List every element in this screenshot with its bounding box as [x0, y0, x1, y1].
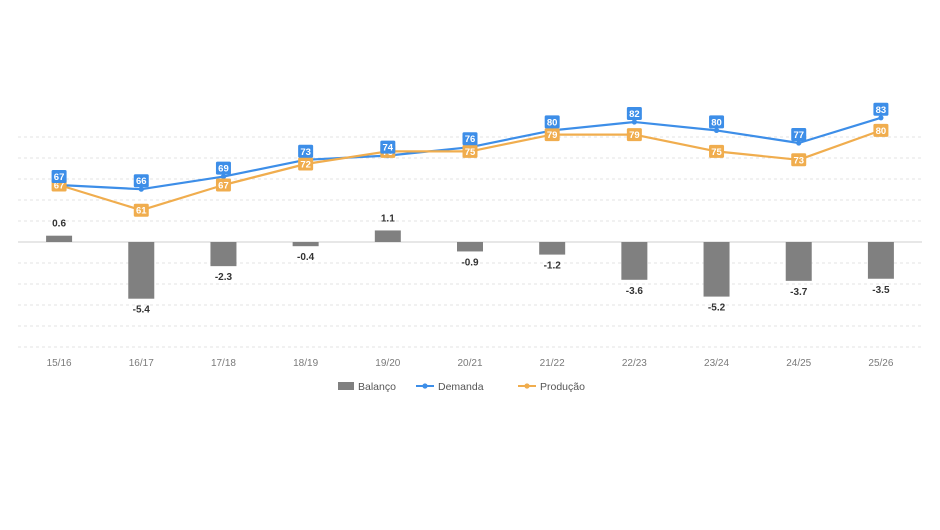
bar-value-label: -5.4 [133, 305, 151, 316]
data-label-bg [215, 178, 231, 192]
data-label-bg [626, 107, 642, 120]
bar-balanco-21-22 [539, 242, 566, 255]
data-label-producao: 61 [136, 206, 147, 217]
data-label-bg [544, 128, 560, 142]
bar-value-label: -2.3 [215, 272, 233, 283]
x-axis: 15/16 16/17 17/18 18/19 19/20 20/21 21/22 22/23… [47, 358, 894, 369]
bar-balanco-23-24 [703, 242, 730, 297]
legend-label-demanda: Demanda [438, 381, 484, 393]
data-label-bg [709, 115, 725, 129]
data-label-bg [462, 132, 478, 146]
bar-balanco-16-17 [128, 242, 155, 299]
x-tick-label: 23/24 [704, 358, 729, 369]
data-label-bg [873, 102, 889, 116]
data-label-demanda: 80 [711, 117, 722, 128]
data-label-producao: 67 [218, 181, 229, 192]
bar-value-label: -5.2 [708, 303, 726, 314]
bar-value-label: -3.7 [790, 287, 808, 298]
data-label-producao: 80 [876, 126, 887, 137]
data-label-producao: 75 [711, 147, 722, 158]
data-label-demanda: 66 [136, 176, 147, 187]
data-label-bg [791, 153, 807, 167]
data-label-producao: 72 [300, 160, 311, 171]
data-label-bg [133, 203, 149, 217]
data-label-demanda: 67 [54, 172, 65, 183]
bar-value-label: 1.1 [381, 213, 395, 224]
data-label-bg [873, 123, 889, 137]
bar-value-label: -0.9 [461, 257, 479, 268]
data-label-bg [51, 170, 67, 183]
data-label-demanda: 83 [876, 105, 887, 116]
data-label-bg [380, 140, 396, 154]
data-label-producao: 79 [547, 130, 558, 141]
data-label-bg [791, 128, 807, 141]
balanco-bars: 0.6 -5.4 -2.3 -0.4 1.1 -0.9 -1.2 -3.6 -5.2 -3.7 -3… [46, 213, 894, 316]
bar-value-label: -1.2 [544, 261, 562, 272]
bar-balanco-19-20 [374, 230, 401, 242]
legend-marker-producao [524, 383, 530, 389]
series-lines: 6761677275757979757380676669737476808280… [51, 102, 889, 217]
data-label-demanda: 76 [465, 134, 476, 145]
bar-value-label: -0.4 [297, 252, 315, 263]
bar-balanco-15-16 [46, 235, 73, 242]
x-tick-label: 15/16 [47, 358, 72, 369]
data-label-demanda: 73 [300, 147, 311, 158]
data-label-demanda: 82 [629, 109, 640, 120]
data-label-producao: 79 [629, 130, 640, 141]
data-label-demanda: 80 [547, 117, 558, 128]
point-demanda [878, 115, 884, 121]
legend-label-producao: Produção [540, 381, 585, 393]
data-label-demanda: 74 [383, 143, 394, 154]
bar-value-label: -3.6 [626, 286, 644, 297]
x-tick-label: 18/19 [293, 358, 318, 369]
data-label-bg [626, 128, 642, 142]
data-label-bg [709, 144, 725, 158]
data-label-bg [544, 115, 560, 129]
point-demanda [138, 186, 144, 192]
legend-swatch-balanco [338, 382, 354, 390]
x-tick-label: 25/26 [868, 358, 893, 369]
data-label-demanda: 77 [793, 130, 804, 141]
bar-balanco-24-25 [785, 242, 812, 281]
point-demanda [713, 127, 720, 133]
data-label-bg [298, 157, 314, 171]
data-label-bg [215, 161, 231, 175]
bar-balanco-20-21 [457, 242, 483, 252]
x-tick-label: 17/18 [211, 358, 236, 369]
legend-marker-demanda [422, 383, 428, 389]
x-tick-label: 16/17 [129, 358, 154, 369]
point-demanda [631, 119, 637, 125]
x-tick-label: 22/23 [622, 358, 647, 369]
point-demanda [220, 174, 227, 180]
bar-value-label: 0.6 [52, 219, 66, 230]
bar-balanco-17-18 [210, 242, 237, 267]
bar-balanco-18-19 [292, 242, 319, 247]
data-label-producao: 75 [465, 147, 476, 158]
data-label-demanda: 69 [218, 164, 229, 175]
point-demanda [796, 140, 802, 146]
x-tick-label: 20/21 [457, 358, 482, 369]
data-label-bg [298, 144, 314, 158]
data-label-producao: 67 [54, 181, 65, 192]
bar-balanco-25-26 [867, 242, 894, 279]
legend-label-balanco: Balanço [358, 381, 396, 393]
bar-balanco-22-23 [621, 242, 648, 280]
legend: Balanço Demanda Produção [338, 381, 585, 393]
x-tick-label: 19/20 [375, 358, 400, 369]
x-tick-label: 21/22 [540, 358, 565, 369]
data-label-bg [133, 174, 149, 188]
x-tick-label: 24/25 [786, 358, 811, 369]
bar-value-label: -3.5 [872, 285, 890, 296]
data-label-producao: 73 [793, 155, 804, 166]
gridlines [18, 136, 922, 348]
data-label-bg [462, 144, 478, 158]
